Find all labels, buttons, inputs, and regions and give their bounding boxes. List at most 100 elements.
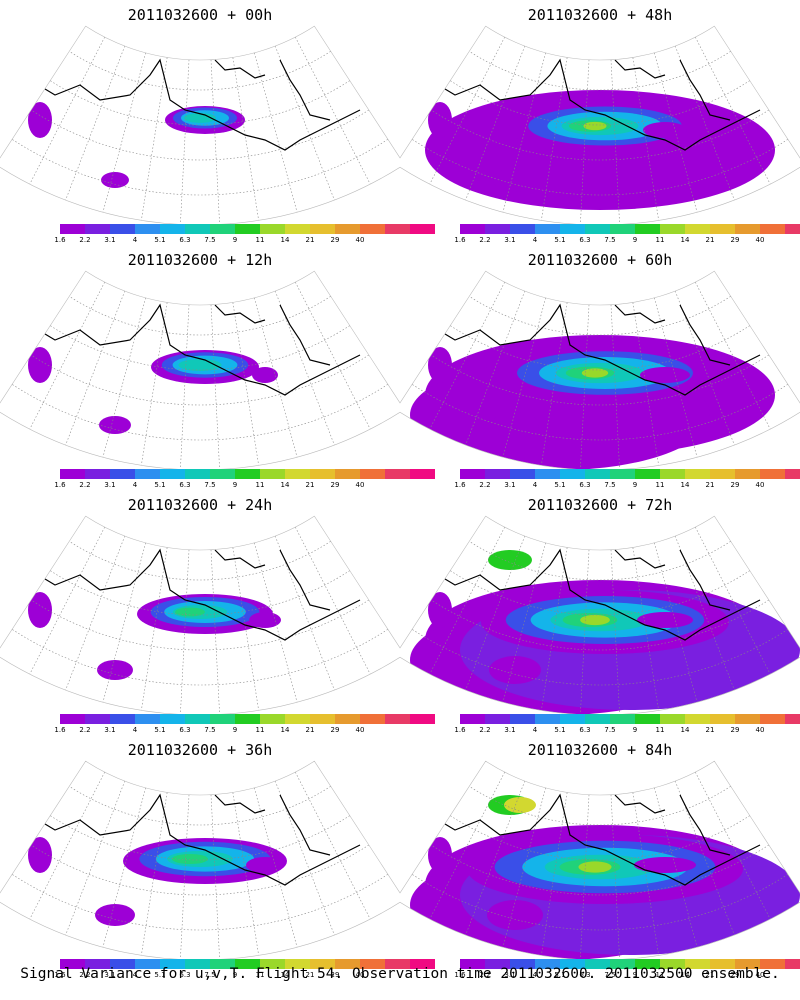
meridian-line (141, 792, 168, 956)
colorbar-tick-label: 3.1 (504, 481, 516, 489)
latitude-line (450, 80, 750, 126)
panel-title: 2011032600 + 12h (127, 251, 273, 269)
variance-blob (583, 121, 607, 131)
colorbar-tick-label: 6.3 (179, 481, 191, 489)
colorbar-tick-label: 5.1 (154, 481, 166, 489)
colorbar-tick-label: 1.6 (454, 971, 466, 979)
variance-blob (28, 347, 52, 383)
colorbar-tick-label: 5.1 (554, 236, 566, 244)
colorbar-ticks: 1.6 2.2 3.1 4 5.1 6.3 7.5 9 11 14 21 29 40 (454, 726, 764, 736)
colorbar-tick-label: 40 (755, 236, 765, 244)
variance-blob (178, 359, 222, 371)
latitude-line (469, 786, 731, 826)
colorbar-tick-label: 2.2 (479, 481, 491, 489)
variance-map (400, 270, 800, 471)
colorbar-tick-label: 4 (132, 971, 138, 979)
colorbar-segment (285, 714, 310, 724)
latitude-line (450, 815, 750, 861)
meridian-line (674, 45, 735, 201)
latitude-line (11, 629, 389, 686)
colorbar-tick-label: 29 (330, 481, 340, 489)
meridian-line (102, 52, 146, 213)
colorbar-ticks: 1.6 2.2 3.1 4 5.1 6.3 7.5 9 11 14 21 29 40 (54, 481, 364, 491)
colorbar-segment (60, 224, 85, 234)
colorbar-segment (735, 469, 760, 479)
colorbar-segment (135, 714, 160, 724)
variance-blob (252, 367, 278, 383)
meridian-line (65, 45, 126, 201)
panel-title: 2011032600 + 84h (527, 741, 673, 759)
colorbar-segment (560, 469, 585, 479)
colorbar-tick-label: 9 (632, 971, 638, 979)
map-panel-48h: 2011032600 + 48h 1.6 2.2 3.1 4 5.1 6.3 7.5 9 11 1… (400, 0, 800, 245)
latitude-line (50, 570, 350, 616)
meridian-line (695, 771, 771, 920)
colorbar-tick-label: 7.5 (604, 236, 616, 244)
colorbar-segment (635, 714, 660, 724)
colorbar-segment (210, 959, 235, 969)
variance-blob (637, 612, 693, 628)
colorbar-segment (685, 224, 710, 234)
colorbar (60, 224, 435, 234)
colorbar-segment (135, 469, 160, 479)
colorbar-tick-label: 3.1 (504, 971, 516, 979)
colorbar-segment (760, 714, 785, 724)
colorbar-tick-label: 40 (355, 481, 365, 489)
latitude-line (69, 786, 331, 826)
colorbar-segment (485, 469, 510, 479)
colorbar-segment (410, 469, 435, 479)
colorbar-segment (485, 714, 510, 724)
variance-blob (578, 861, 612, 873)
meridian-line (232, 57, 259, 221)
variance-map (400, 515, 800, 716)
colorbar-segment (85, 714, 110, 724)
colorbar-segment (335, 224, 360, 234)
meridian-line (180, 549, 190, 715)
variance-map (0, 760, 400, 961)
variance-blob (101, 172, 129, 188)
colorbar-segment (785, 469, 800, 479)
latitude-line (30, 354, 370, 406)
colorbar-segment (85, 959, 110, 969)
colorbar-segment (235, 714, 260, 724)
colorbar-tick-label: 9 (232, 971, 238, 979)
meridian-line (632, 547, 659, 711)
variance-blob (580, 614, 610, 626)
colorbar (60, 959, 435, 969)
colorbar-tick-label: 11 (655, 236, 665, 244)
colorbar-tick-label: 21 (705, 481, 715, 489)
meridian-line (429, 526, 505, 675)
colorbar-ticks: 1.6 2.2 3.1 4 5.1 6.3 7.5 9 11 14 21 29 40 (454, 971, 764, 981)
colorbar-segment (710, 714, 735, 724)
colorbar-ticks: 1.6 2.2 3.1 4 5.1 6.3 7.5 9 11 14 21 29 40 (54, 726, 364, 736)
meridian-line (429, 281, 505, 430)
colorbar-tick-label: 5.1 (554, 726, 566, 734)
latitude-line (430, 109, 770, 161)
meridian-line (141, 302, 168, 466)
colorbar-segment (685, 959, 710, 969)
latitude-line (30, 844, 370, 896)
colorbar-tick-label: 21 (305, 726, 315, 734)
colorbar-tick-label: 21 (705, 236, 715, 244)
colorbar-tick-label: 4 (532, 481, 538, 489)
colorbar-segment (510, 714, 535, 724)
colorbar-segment (285, 959, 310, 969)
colorbar-tick-label: 2.2 (479, 236, 491, 244)
colorbar-tick-label: 7.5 (204, 236, 216, 244)
meridian-line (295, 771, 371, 920)
meridian-line (254, 297, 298, 458)
colorbar-tick-label: 40 (355, 726, 365, 734)
colorbar-segment (735, 224, 760, 234)
colorbar-tick-label: 1.6 (54, 726, 66, 734)
colorbar-segment (610, 224, 635, 234)
colorbar-tick-label: 29 (730, 971, 740, 979)
meridian-line (274, 45, 335, 201)
latitude-line (69, 51, 331, 91)
colorbar-ticks: 1.6 2.2 3.1 4 5.1 6.3 7.5 9 11 14 21 29 40 (54, 236, 364, 246)
meridian-line (29, 771, 105, 920)
latitude-line (411, 384, 789, 441)
latitude-line (430, 844, 770, 896)
colorbar-tick-label: 5.1 (154, 236, 166, 244)
colorbar-segment (485, 959, 510, 969)
latitude-line (69, 296, 331, 336)
